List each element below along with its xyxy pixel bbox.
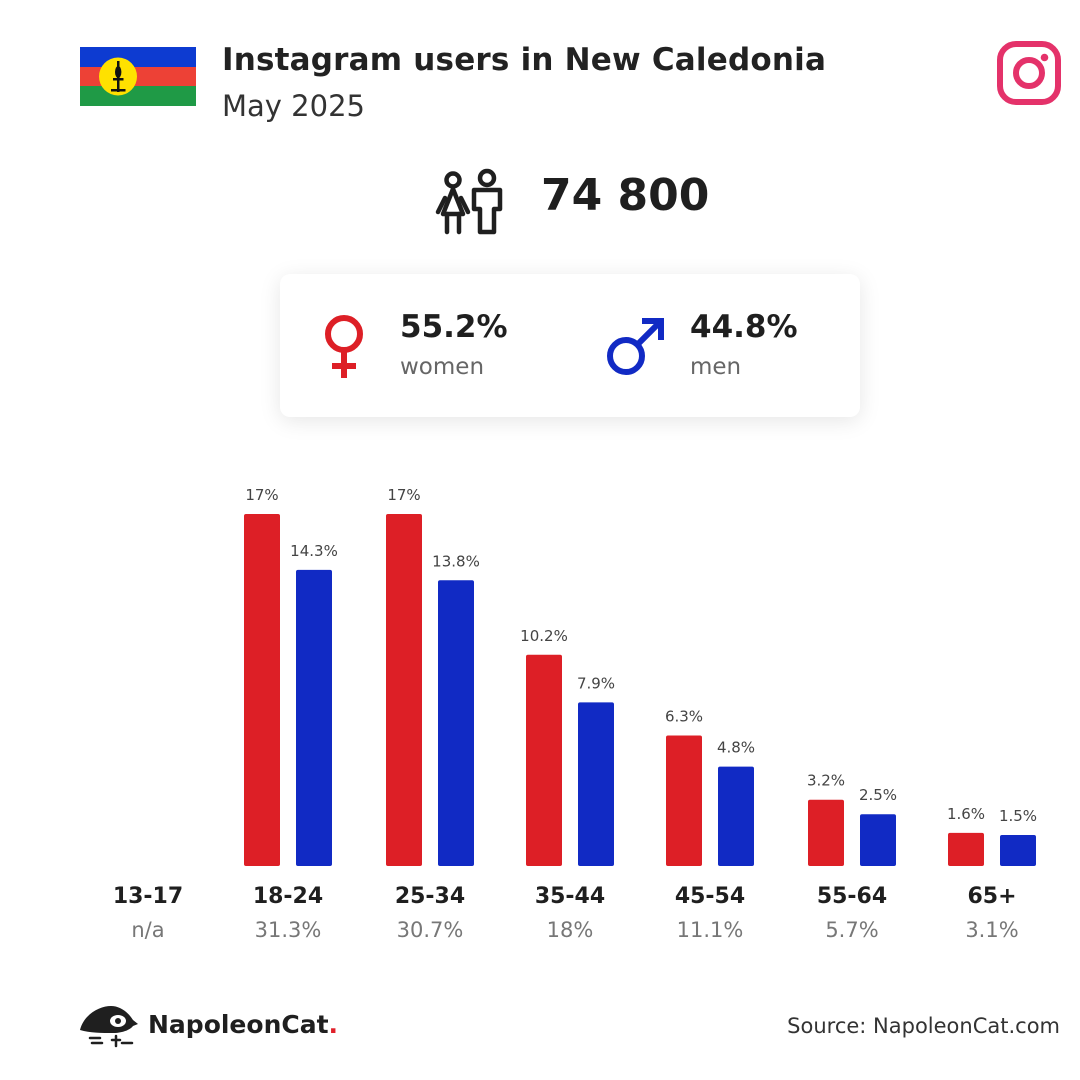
age-group-share: 18% — [546, 918, 594, 942]
age-group-share: 5.7% — [825, 918, 879, 942]
men-percentage: 44.8% — [690, 309, 798, 345]
bar-men-55-64 — [860, 814, 896, 866]
data-label-men-25-34: 13.8% — [432, 552, 480, 570]
data-label-women-18-24: 17% — [245, 486, 278, 504]
age-group-share: 3.1% — [965, 918, 1019, 942]
bar-women-18-24 — [244, 514, 280, 866]
data-label-men-45-54: 4.8% — [717, 739, 755, 757]
gender-card — [280, 274, 860, 417]
age-group-label: 13-17 — [112, 884, 184, 909]
bar-men-18-24 — [296, 569, 332, 866]
napoleoncat-logo — [80, 1006, 138, 1048]
age-group-label: 45-54 — [674, 884, 746, 909]
bar-men-65+ — [1000, 834, 1036, 866]
data-label-men-65+: 1.5% — [999, 807, 1037, 825]
data-label-men-35-44: 7.9% — [577, 674, 615, 692]
total-users: 74 800 — [541, 170, 710, 221]
data-label-men-18-24: 14.3% — [290, 542, 338, 560]
women-label: women — [400, 354, 485, 380]
age-group-share: 30.7% — [396, 918, 464, 942]
age-group-label: 55-64 — [816, 884, 888, 909]
men-label: men — [690, 354, 742, 380]
page-title: Instagram users in New Caledonia — [222, 42, 827, 78]
bar-women-45-54 — [666, 735, 702, 866]
bar-women-35-44 — [526, 654, 562, 866]
brand-name: NapoleonCat. — [148, 1010, 339, 1039]
bar-men-35-44 — [578, 702, 614, 866]
people-icon — [435, 168, 503, 235]
bar-women-25-34 — [386, 514, 422, 866]
bar-men-45-54 — [718, 766, 754, 866]
page-subtitle: May 2025 — [222, 89, 365, 123]
age-group-share: 11.1% — [676, 918, 744, 942]
flag-icon — [80, 47, 196, 106]
age-group-label: 65+ — [967, 884, 1017, 909]
age-group-label: 18-24 — [252, 884, 324, 909]
data-label-women-25-34: 17% — [387, 486, 420, 504]
bar-women-65+ — [948, 832, 984, 866]
male-icon — [607, 318, 664, 375]
female-icon — [325, 315, 363, 378]
data-label-women-45-54: 6.3% — [665, 708, 703, 726]
data-label-women-35-44: 10.2% — [520, 627, 568, 645]
bar-men-25-34 — [438, 580, 474, 866]
age-group-share: n/a — [131, 918, 165, 942]
age-group-label: 25-34 — [394, 884, 466, 909]
data-label-women-65+: 1.6% — [947, 805, 985, 823]
women-percentage: 55.2% — [400, 309, 508, 345]
instagram-icon — [997, 41, 1061, 105]
data-label-women-55-64: 3.2% — [807, 772, 845, 790]
bar-women-55-64 — [808, 799, 844, 866]
data-label-men-55-64: 2.5% — [859, 786, 897, 804]
age-group-label: 35-44 — [534, 884, 606, 909]
age-group-share: 31.3% — [254, 918, 322, 942]
source-credit: Source: NapoleonCat.com — [787, 1014, 1060, 1038]
